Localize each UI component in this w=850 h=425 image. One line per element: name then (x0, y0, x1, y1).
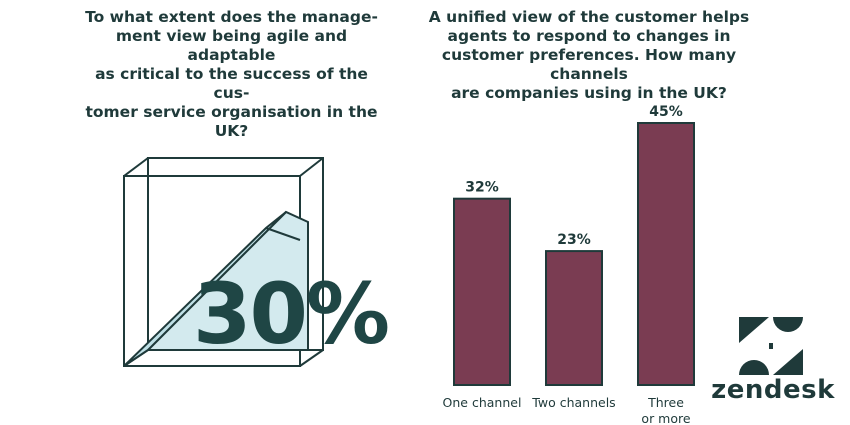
agility-question: To what extent does the manage- ment vie… (85, 8, 378, 140)
bar-value-label-0: 32% (465, 180, 499, 196)
category-label-2: Three or more (641, 395, 690, 425)
bar-value-label-1: 23% (557, 232, 591, 248)
category-labels-layer: One channel Two channels Three or more (443, 395, 691, 425)
bar-1 (545, 250, 603, 386)
bar-2 (637, 122, 695, 386)
zendesk-logo: zendesk (706, 315, 840, 415)
zendesk-logo-icon (739, 317, 803, 375)
bar-value-label-2: 45% (649, 104, 683, 120)
glass-cube-illustration (123, 157, 324, 367)
value-labels-layer: 32% 23% 45% (465, 104, 683, 248)
channels-panel: A unified view of the customer helps age… (404, 0, 774, 425)
category-label-0: One channel (443, 395, 522, 410)
channels-question: A unified view of the customer helps age… (428, 8, 750, 102)
agility-percentage: 30% (193, 265, 390, 363)
channels-bar-chart: 32% 23% 45% One channel Two channels Three or… (443, 104, 695, 425)
bars-layer (453, 122, 695, 386)
agility-panel: To what extent does the manage- ment vie… (78, 0, 390, 425)
bar-0 (453, 197, 511, 386)
zendesk-wordmark: zendesk (711, 375, 835, 405)
category-label-1: Two channels (531, 395, 615, 410)
